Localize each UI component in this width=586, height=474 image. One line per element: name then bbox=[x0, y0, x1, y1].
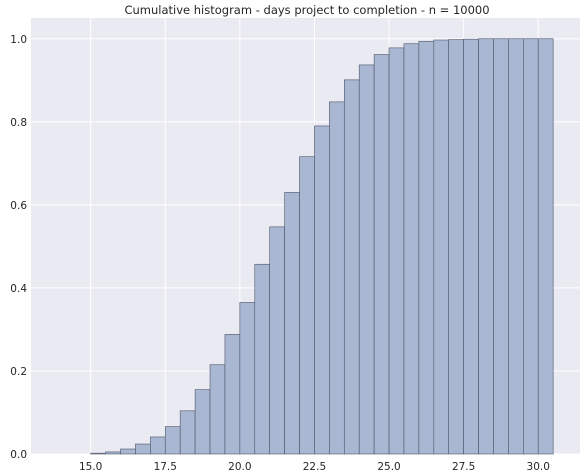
histogram-bar bbox=[284, 192, 300, 455]
y-tick-label: 0.4 bbox=[10, 283, 27, 295]
histogram-bar bbox=[179, 410, 196, 455]
histogram-bars bbox=[90, 38, 554, 455]
histogram-bar bbox=[343, 79, 360, 455]
histogram-bar bbox=[194, 389, 211, 455]
y-tick-label: 0.0 bbox=[10, 449, 27, 461]
histogram-bar bbox=[523, 38, 539, 455]
histogram-bar bbox=[164, 426, 181, 455]
x-tick-label: 17.5 bbox=[154, 461, 177, 473]
histogram-bar bbox=[135, 443, 151, 455]
y-axis-ticks: 0.0 0.2 0.4 0.6 0.8 1.0 bbox=[10, 34, 27, 461]
chart-title: Cumulative histogram - days project to c… bbox=[124, 3, 489, 17]
histogram-bar bbox=[329, 101, 345, 455]
histogram-bar bbox=[388, 47, 405, 455]
y-tick-label: 1.0 bbox=[10, 34, 27, 46]
histogram-bar bbox=[224, 334, 241, 455]
x-tick-label: 22.5 bbox=[303, 461, 326, 473]
histogram-bar bbox=[373, 54, 390, 455]
x-tick-label: 15.0 bbox=[79, 461, 102, 473]
histogram-bar bbox=[478, 38, 494, 455]
histogram-bar bbox=[358, 64, 375, 455]
x-tick-label: 20.0 bbox=[228, 461, 251, 473]
x-tick-label: 25.0 bbox=[377, 461, 400, 473]
histogram-bar bbox=[314, 125, 330, 455]
histogram-bar bbox=[105, 451, 121, 455]
histogram-bar bbox=[537, 38, 554, 455]
x-axis-ticks: 15.0 17.5 20.0 22.5 25.0 27.5 30.0 bbox=[79, 461, 550, 473]
histogram-bar bbox=[150, 436, 166, 455]
histogram-bar bbox=[433, 39, 450, 455]
histogram-bar bbox=[209, 364, 226, 455]
y-tick-label: 0.8 bbox=[10, 117, 27, 129]
histogram-bar bbox=[269, 226, 285, 455]
histogram-bar bbox=[493, 38, 509, 455]
histogram-bar bbox=[418, 40, 435, 455]
x-tick-label: 30.0 bbox=[527, 461, 550, 473]
histogram-bar bbox=[120, 448, 136, 455]
histogram-bar bbox=[254, 263, 270, 455]
histogram-bar bbox=[463, 38, 479, 455]
histogram-bar bbox=[403, 43, 420, 455]
y-tick-label: 0.2 bbox=[10, 366, 27, 378]
histogram-bar bbox=[508, 38, 524, 455]
y-tick-label: 0.6 bbox=[10, 200, 27, 212]
x-tick-label: 27.5 bbox=[452, 461, 475, 473]
histogram-bar bbox=[239, 302, 256, 455]
histogram-bar bbox=[448, 39, 464, 455]
histogram-bar bbox=[299, 156, 315, 455]
histogram-bar bbox=[90, 452, 106, 455]
